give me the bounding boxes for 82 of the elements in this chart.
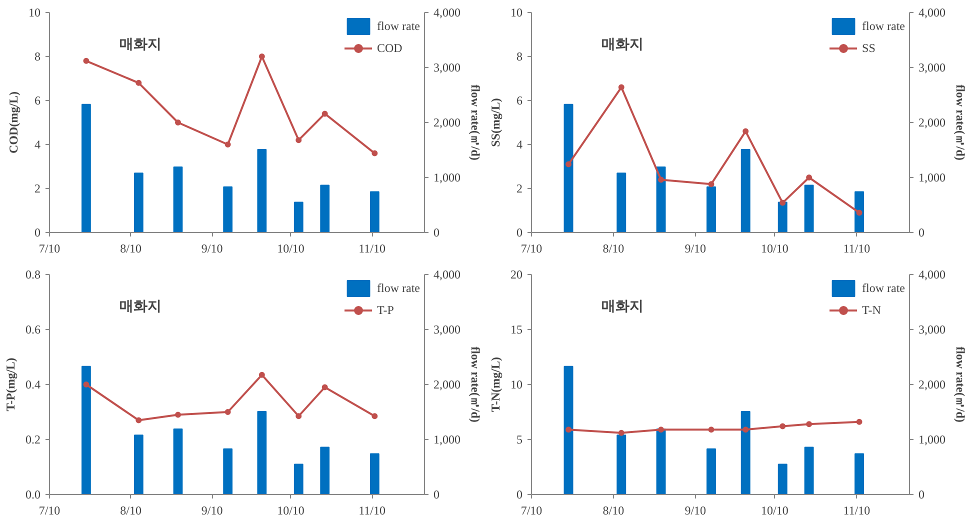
- y-tick-label: 6: [516, 94, 522, 108]
- y-axis-title: SS(mg/L): [488, 98, 502, 147]
- y-tick-label: 4: [516, 138, 522, 152]
- x-tick-label: 10/10: [761, 242, 788, 256]
- y2-tick-label: 2,000: [918, 116, 946, 130]
- y2-axis-title: flow rate(㎥/d): [468, 84, 482, 160]
- y-tick-label: 20: [510, 268, 522, 282]
- x-tick-label: 11/10: [358, 504, 386, 518]
- annotation: 매화지: [120, 36, 162, 52]
- legend-label: COD: [377, 40, 402, 56]
- annotation: 매화지: [602, 298, 644, 314]
- x-tick-label: 9/10: [201, 504, 223, 518]
- x-tick-label: 7/10: [38, 242, 60, 256]
- x-tick-label: 7/10: [38, 504, 60, 518]
- y-tick-label: 0: [516, 226, 522, 240]
- y2-tick-label: 4,000: [918, 268, 946, 282]
- y-tick-label: 0.4: [26, 378, 40, 392]
- annotation: 매화지: [602, 36, 644, 52]
- y-tick-label: 2: [34, 182, 40, 196]
- y-tick-label: 6: [34, 94, 40, 108]
- y2-tick-label: 0: [434, 488, 440, 502]
- y-tick-label: 10: [28, 6, 40, 20]
- legend-label: flow rate: [377, 280, 420, 296]
- x-tick-label: 11/10: [843, 504, 870, 518]
- x-tick-label: 8/10: [120, 504, 142, 518]
- y2-tick-label: 2,000: [434, 116, 460, 130]
- y2-tick-label: 0: [918, 226, 924, 240]
- legend-label: T-N: [862, 302, 882, 318]
- y2-tick-label: 1,000: [918, 432, 946, 446]
- y2-tick-label: 3,000: [918, 60, 946, 74]
- x-tick-label: 9/10: [684, 504, 706, 518]
- legend-label: T-P: [377, 302, 395, 318]
- y-tick-label: 15: [510, 322, 522, 336]
- y-tick-label: 5: [516, 432, 522, 446]
- x-tick-label: 8/10: [602, 242, 624, 256]
- y-tick-label: 10: [510, 378, 522, 392]
- legend-label: flow rate: [862, 18, 905, 34]
- legend-label: SS: [862, 40, 876, 56]
- y-axis-title: T-P(mg/L): [4, 358, 18, 412]
- y2-axis-title: flow rate(㎥/d): [954, 346, 968, 422]
- x-tick-label: 9/10: [201, 242, 223, 256]
- y-tick-label: 10: [510, 6, 522, 20]
- y2-tick-label: 4,000: [434, 6, 460, 20]
- y2-tick-label: 0: [918, 488, 924, 502]
- annotation: 매화지: [120, 298, 162, 314]
- y2-tick-label: 2,000: [918, 378, 946, 392]
- y2-axis-title: flow rate(㎥/d): [468, 346, 482, 422]
- x-tick-label: 10/10: [277, 242, 304, 256]
- y-tick-label: 8: [516, 50, 522, 64]
- y2-tick-label: 3,000: [434, 322, 460, 336]
- x-tick-label: 11/10: [843, 242, 870, 256]
- y-axis-title: T-N(mg/L): [488, 357, 502, 412]
- x-tick-label: 7/10: [520, 242, 542, 256]
- x-tick-label: 10/10: [277, 504, 304, 518]
- x-tick-label: 9/10: [684, 242, 706, 256]
- y2-tick-label: 4,000: [434, 268, 460, 282]
- x-tick-label: 11/10: [358, 242, 386, 256]
- y2-tick-label: 1,000: [434, 170, 460, 184]
- y-tick-label: 0.8: [26, 268, 40, 282]
- y2-tick-label: 2,000: [434, 378, 460, 392]
- y2-tick-label: 1,000: [918, 170, 946, 184]
- y2-axis-title: flow rate(㎥/d): [954, 84, 968, 160]
- y2-tick-label: 3,000: [918, 322, 946, 336]
- y-tick-label: 2: [516, 182, 522, 196]
- y-tick-label: 4: [34, 138, 40, 152]
- y-tick-label: 0: [516, 488, 522, 502]
- y2-tick-label: 0: [434, 226, 440, 240]
- y-tick-label: 8: [34, 50, 40, 64]
- legend-label: flow rate: [862, 280, 905, 296]
- x-tick-label: 10/10: [761, 504, 788, 518]
- y2-tick-label: 3,000: [434, 60, 460, 74]
- x-tick-label: 8/10: [602, 504, 624, 518]
- y2-tick-label: 4,000: [918, 6, 946, 20]
- y-tick-label: 0.6: [26, 322, 40, 336]
- legend-label: flow rate: [377, 18, 420, 34]
- y2-tick-label: 1,000: [434, 432, 460, 446]
- x-tick-label: 8/10: [120, 242, 142, 256]
- x-tick-label: 7/10: [520, 504, 542, 518]
- y-tick-label: 0: [34, 226, 40, 240]
- y-axis-title: COD(mg/L): [6, 91, 20, 154]
- y-tick-label: 0.2: [26, 432, 40, 446]
- y-tick-label: 0.0: [26, 488, 40, 502]
